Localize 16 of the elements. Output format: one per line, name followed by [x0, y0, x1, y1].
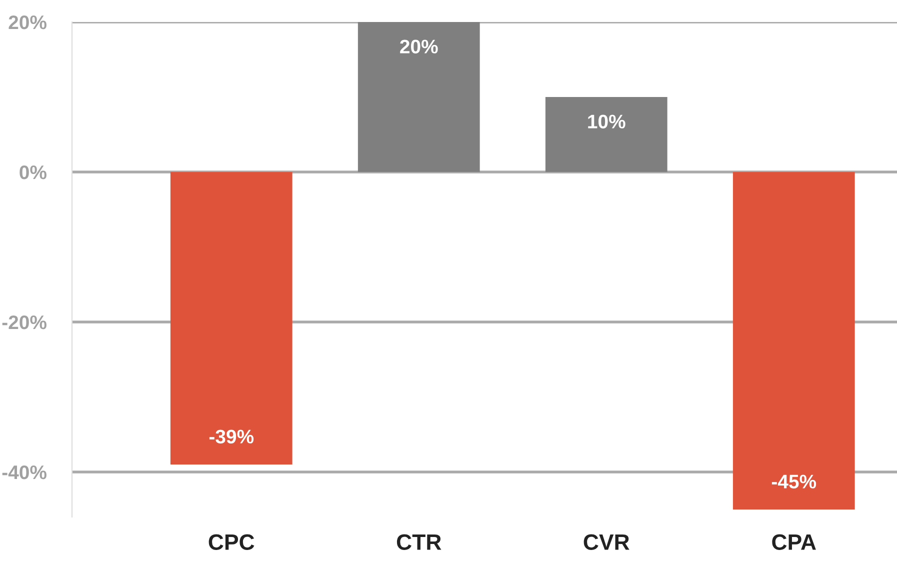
y-tick-label: -40%	[2, 465, 46, 480]
data-label: -45%	[772, 474, 816, 488]
x-tick-label: CTR	[396, 534, 442, 550]
bar	[358, 22, 480, 172]
x-tick-label: CPC	[208, 534, 254, 550]
bar	[170, 172, 292, 464]
bar	[545, 97, 668, 172]
x-tick-label: CVR	[584, 534, 630, 550]
data-label: 20%	[400, 40, 438, 54]
y-tick-label: -20%	[2, 315, 46, 330]
data-label: 10%	[588, 114, 626, 128]
x-tick-label: CPA	[772, 534, 816, 550]
y-tick-label: 20%	[8, 15, 46, 30]
data-label: -39%	[209, 430, 254, 444]
y-tick-label: 0%	[20, 165, 46, 180]
bar	[732, 172, 855, 510]
